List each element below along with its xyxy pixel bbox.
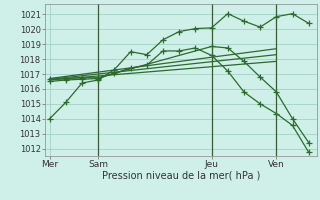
X-axis label: Pression niveau de la mer( hPa ): Pression niveau de la mer( hPa ) xyxy=(102,171,260,181)
